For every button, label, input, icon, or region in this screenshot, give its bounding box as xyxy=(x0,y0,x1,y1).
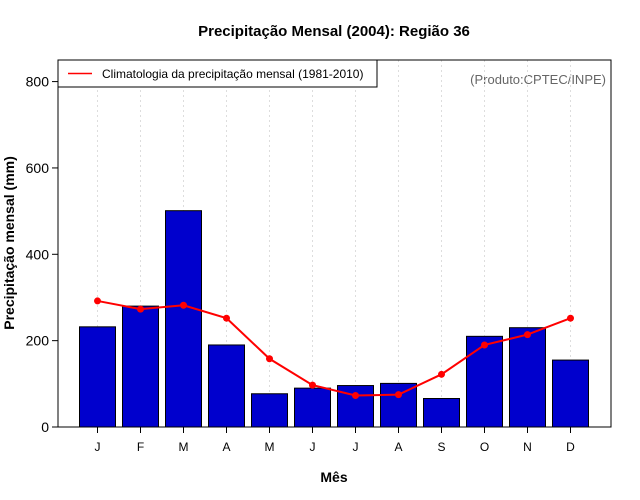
climatology-point-10 xyxy=(481,341,488,349)
climatology-point-8 xyxy=(395,391,402,399)
x-tick-label: A xyxy=(222,440,230,454)
x-tick-label: J xyxy=(95,440,101,454)
x-tick-label: F xyxy=(137,440,144,454)
climatology-point-1 xyxy=(94,297,101,305)
climatology-point-9 xyxy=(438,370,445,378)
y-tick-label: 600 xyxy=(26,160,50,176)
climatology-point-12 xyxy=(567,314,574,322)
y-tick-label: 800 xyxy=(26,74,50,90)
bar-12 xyxy=(552,359,589,428)
climatology-point-4 xyxy=(223,314,230,322)
legend: Climatologia da precipitação mensal (198… xyxy=(57,59,378,88)
bar-4 xyxy=(208,344,245,428)
x-tick-label: D xyxy=(566,440,575,454)
chart-title: Precipitação Mensal (2004): Região 36 xyxy=(198,23,470,40)
x-tick-label: A xyxy=(394,440,402,454)
climatology-series xyxy=(94,297,574,399)
bar-6 xyxy=(294,387,331,428)
bar-10 xyxy=(466,335,503,428)
climatology-point-2 xyxy=(137,305,144,313)
y-tick-label: 400 xyxy=(26,246,50,262)
climatology-point-7 xyxy=(352,391,359,399)
bar-3 xyxy=(165,210,202,428)
climatology-line xyxy=(97,299,571,397)
x-tick-label: M xyxy=(265,440,275,454)
x-tick-label: J xyxy=(310,440,316,454)
climatology-point-6 xyxy=(309,381,316,389)
climatology-point-5 xyxy=(266,355,273,363)
y-axis: 0 200 400 600 800 xyxy=(26,74,58,435)
legend-box xyxy=(57,59,378,88)
bar-series xyxy=(79,210,589,428)
x-axis-title: Mês xyxy=(320,469,347,485)
bar-1 xyxy=(79,326,116,428)
y-tick-label: 200 xyxy=(26,333,50,349)
y-axis-title: Precipitação mensal (mm) xyxy=(1,156,17,330)
x-tick-label: S xyxy=(437,440,445,454)
climatology-point-3 xyxy=(180,301,187,309)
x-tick-label: O xyxy=(480,440,489,454)
legend-label: Climatologia da precipitação mensal (198… xyxy=(102,67,363,81)
climatology-point-11 xyxy=(524,331,531,339)
bar-8 xyxy=(380,382,417,428)
y-tick-label: 0 xyxy=(41,419,49,435)
bar-9 xyxy=(423,398,460,428)
bar-5 xyxy=(251,393,288,428)
x-tick-label: M xyxy=(179,440,189,454)
bar-11 xyxy=(509,327,546,428)
bar-2 xyxy=(122,305,159,428)
credit-text: (Produto:CPTEC/INPE) xyxy=(470,72,606,87)
x-tick-label: J xyxy=(353,440,359,454)
x-tick-label: N xyxy=(523,440,532,454)
